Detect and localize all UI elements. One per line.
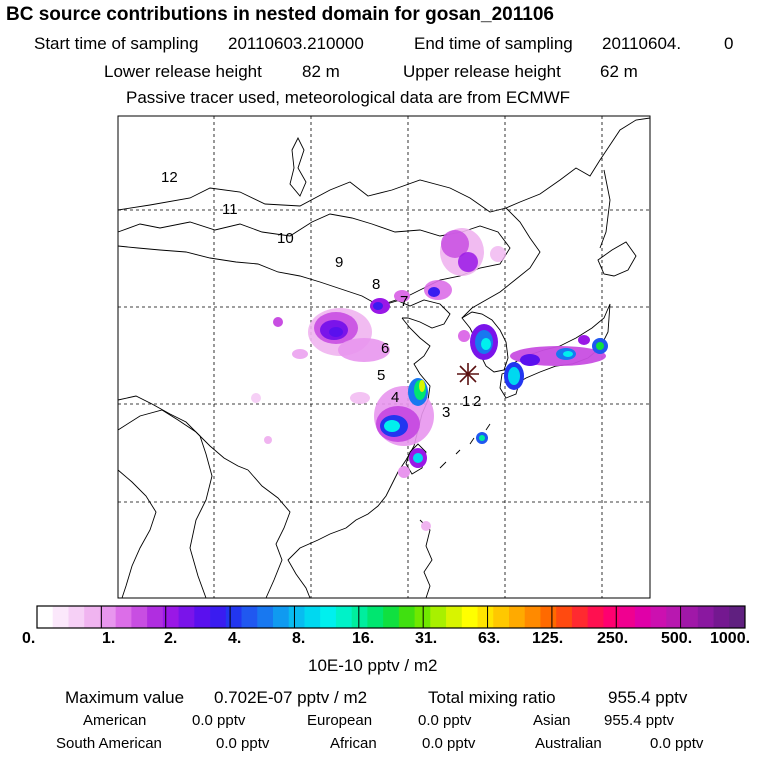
russia-border [117,117,651,213]
total-mixing-label: Total mixing ratio [428,688,556,707]
total-mixing-value: 955.4 pptv [608,688,688,707]
tracer-note: Passive tracer used, meteorological data… [126,88,571,107]
trajectory-label-10: 10 [277,230,294,247]
colorbar-tick-7: 63. [478,630,501,647]
japan-hokkaido [597,241,637,277]
end-time-value-suffix: 0 [724,34,734,53]
region-african-label: African [330,735,377,752]
region-australian-value: 0.0 pptv [650,735,704,752]
lower-height-value: 82 m [302,62,340,81]
plume-korea [458,324,498,444]
start-time-label: Start time of sampling [34,34,199,53]
trajectory-label-3: 3 [442,404,450,421]
trajectory-label-2: 2 [473,393,481,410]
plume-east-china [251,378,434,531]
receptor-asterisk-icon [457,363,479,385]
trajectory-label-9: 9 [335,254,343,271]
india-bangladesh [117,469,157,599]
colorbar-tick-3: 4. [228,630,242,647]
trajectory-label-8: 8 [372,276,380,293]
colorbar-tick-2: 2. [164,630,178,647]
colorbar-tick-8: 125. [532,630,564,647]
region-australian-label: Australian [535,735,602,752]
end-time-value: 20110604. [602,34,682,53]
region-asian-value: 955.4 pptv [604,712,675,729]
colorbar-tick-1: 1. [102,630,116,647]
region-south-american-value: 0.0 pptv [216,735,270,752]
colorbar-tick-10: 500. [661,630,693,647]
trajectory-label-1: 1 [462,393,470,410]
southeast-asia-coast [287,527,347,599]
trajectory-label-4: 4 [391,389,399,406]
trajectory-label-12: 12 [161,169,178,186]
concentration-plumes [251,228,608,531]
himalaya-border [117,395,213,599]
region-african-value: 0.0 pptv [422,735,476,752]
vietnam-laos-border [247,469,291,599]
max-value: 0.702E-07 pptv / m2 [214,688,368,707]
colorbar-tick-11: 1000. [710,630,751,647]
ryukyu-islands [439,423,491,469]
sakhalin [599,169,611,249]
start-time-value: 20110603.210000 [228,34,364,53]
figure-title: BC source contributions in nested domain… [6,4,554,25]
trajectory-label-7: 7 [400,293,408,310]
region-south-american-label: South American [56,735,162,752]
lake-baikal [289,136,307,197]
plume-north-china [273,290,410,362]
china-northeast-border [461,207,541,319]
plume-northeast-china [424,228,506,300]
region-american-value: 0.0 pptv [192,712,246,729]
lower-height-label: Lower release height [104,62,262,81]
region-american-label: American [83,712,147,729]
taiwan [405,443,427,475]
trajectory-label-5: 5 [377,367,385,384]
plume-japan [504,335,608,390]
end-time-label: End time of sampling [414,34,573,53]
colorbar-unit: 10E-10 pptv / m2 [308,656,438,675]
colorbar-tick-0: 0. [22,630,36,647]
region-asian-label: Asian [533,712,571,729]
source-contribution-map: 1 2 3 4 5 6 7 8 9 10 11 12 [117,115,651,599]
colorbar-tick-5: 16. [352,630,375,647]
colorbar-tick-6: 31. [415,630,438,647]
philippines-north [419,519,433,599]
region-european-label: European [307,712,373,729]
trajectory-label-6: 6 [381,340,389,357]
region-european-value: 0.0 pptv [418,712,472,729]
trajectory-label-11: 11 [222,201,238,218]
colorbar-tick-4: 8. [292,630,306,647]
max-value-label: Maximum value [65,688,185,707]
bohai-coast [383,299,451,329]
upper-height-label: Upper release height [403,62,561,81]
colorbar-tick-9: 250. [597,630,629,647]
upper-height-value: 62 m [600,62,638,81]
